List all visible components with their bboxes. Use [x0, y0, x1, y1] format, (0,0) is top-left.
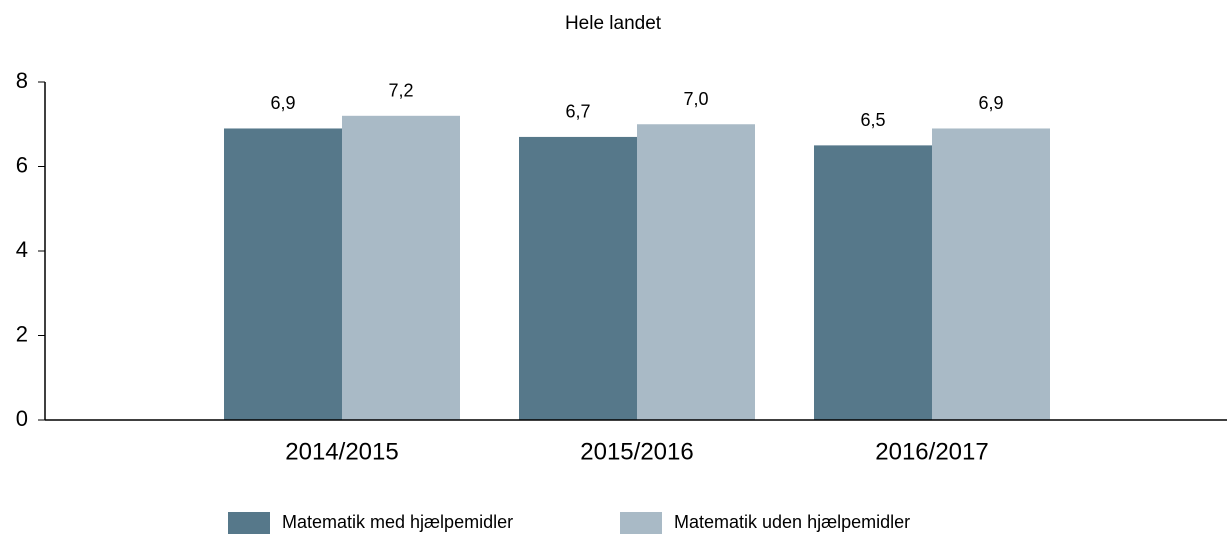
y-tick-label: 6	[16, 152, 28, 177]
bar	[519, 136, 637, 421]
x-tick-label: 2014/2015	[285, 438, 398, 465]
legend-label: Matematik med hjælpemidler	[282, 512, 513, 532]
x-tick-label: 2016/2017	[875, 438, 988, 465]
x-tick-label: 2015/2016	[580, 438, 693, 465]
y-tick-label: 8	[16, 68, 28, 93]
value-label: 7,2	[388, 81, 413, 101]
bar	[814, 145, 932, 420]
bar	[342, 115, 460, 421]
legend-swatch	[228, 512, 270, 534]
y-tick-label: 4	[16, 237, 28, 262]
legend-swatch	[620, 512, 662, 534]
value-label: 6,5	[860, 110, 885, 130]
value-label: 6,7	[565, 102, 590, 122]
bar	[637, 124, 755, 420]
value-label: 7,0	[683, 89, 708, 109]
bar	[932, 128, 1050, 420]
chart-title: Hele landet	[565, 13, 662, 34]
y-tick-label: 2	[16, 321, 28, 346]
value-label: 6,9	[978, 93, 1003, 113]
bar	[224, 128, 342, 420]
legend-label: Matematik uden hjælpemidler	[674, 512, 910, 532]
y-tick-label: 0	[16, 406, 28, 431]
value-label: 6,9	[270, 93, 295, 113]
